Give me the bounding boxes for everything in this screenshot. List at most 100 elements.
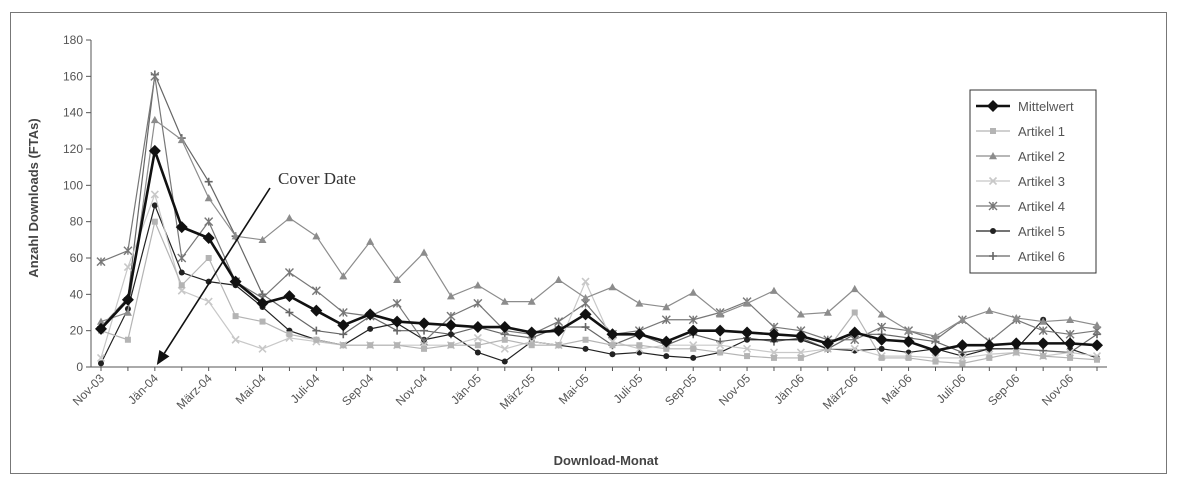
legend-item: Artikel 4 <box>976 199 1065 214</box>
legend-label: Artikel 5 <box>1018 224 1065 239</box>
y-tick-label: 160 <box>63 69 83 83</box>
data-point-mittelwert <box>956 339 969 352</box>
data-point-artikel-3 <box>204 297 213 306</box>
data-point-artikel-6 <box>312 326 321 335</box>
data-point-artikel-5 <box>501 358 508 365</box>
data-point-mittelwert <box>364 308 377 321</box>
data-point-artikel-4 <box>96 257 106 267</box>
legend-label: Artikel 3 <box>1018 174 1065 189</box>
data-point-mittelwert <box>741 326 754 339</box>
data-point-artikel-2 <box>1093 321 1101 329</box>
legend-swatch-marker <box>990 228 996 234</box>
data-point-artikel-3 <box>96 353 106 362</box>
data-point-artikel-2 <box>743 299 752 307</box>
data-point-artikel-1 <box>582 336 589 343</box>
data-point-mittelwert <box>202 232 215 245</box>
data-point-artikel-4 <box>204 217 214 227</box>
legend-swatch-marker <box>990 128 996 134</box>
data-point-artikel-2 <box>393 275 402 283</box>
data-point-artikel-2 <box>258 235 267 244</box>
data-point-artikel-2 <box>931 332 940 340</box>
data-point-artikel-2 <box>581 293 590 302</box>
data-point-mittelwert <box>1064 337 1077 350</box>
legend-item: Artikel 5 <box>976 224 1065 239</box>
data-point-artikel-6 <box>285 308 294 317</box>
y-tick-label: 100 <box>63 178 83 192</box>
cover-date-arrow <box>163 187 271 354</box>
data-point-artikel-1 <box>421 345 428 352</box>
data-point-artikel-3 <box>958 353 967 362</box>
data-point-artikel-5 <box>582 345 589 352</box>
data-point-mittelwert <box>229 275 242 288</box>
legend-label: Artikel 6 <box>1018 249 1065 264</box>
x-tick-label: Nov-06 <box>1039 371 1076 408</box>
legend-item: Artikel 2 <box>976 149 1065 164</box>
data-point-mittelwert <box>606 328 619 341</box>
data-point-artikel-4 <box>473 298 483 308</box>
data-point-mittelwert <box>1010 337 1023 350</box>
data-point-mittelwert <box>660 335 673 348</box>
data-point-artikel-1 <box>232 313 239 320</box>
data-point-artikel-3 <box>258 344 267 353</box>
data-point-artikel-2 <box>1039 317 1048 325</box>
legend-swatch-marker <box>987 100 999 112</box>
x-tick-label: Juli-04 <box>288 371 323 406</box>
data-point-artikel-2 <box>150 115 159 124</box>
data-point-artikel-2 <box>958 315 967 323</box>
data-point-artikel-3 <box>769 348 779 357</box>
data-point-artikel-4 <box>554 317 564 327</box>
data-point-artikel-3 <box>850 344 859 353</box>
data-point-artikel-1 <box>959 360 966 367</box>
data-point-artikel-1 <box>1094 356 1100 363</box>
data-point-artikel-1 <box>501 336 508 343</box>
series-line-artikel-4 <box>100 75 1098 343</box>
x-tick-label: Juli-05 <box>611 371 646 406</box>
data-point-mittelwert <box>418 317 431 330</box>
data-point-artikel-1 <box>932 358 939 365</box>
data-point-artikel-4 <box>311 286 321 296</box>
data-point-mittelwert <box>310 304 323 317</box>
data-point-artikel-2 <box>554 275 563 283</box>
data-point-artikel-1 <box>986 354 993 361</box>
data-point-mittelwert <box>283 290 296 303</box>
data-point-artikel-4 <box>150 71 160 81</box>
x-tick-label: Nov-03 <box>70 371 107 408</box>
data-point-artikel-5 <box>447 331 454 338</box>
data-point-mittelwert <box>902 335 915 348</box>
data-point-artikel-3 <box>796 348 805 357</box>
data-point-artikel-4 <box>661 315 671 325</box>
data-point-artikel-4 <box>688 315 698 325</box>
data-point-mittelwert <box>391 315 404 328</box>
data-point-artikel-1 <box>744 353 751 360</box>
data-point-artikel-2 <box>877 310 886 318</box>
data-point-mittelwert <box>471 321 484 334</box>
data-point-artikel-2 <box>796 310 805 318</box>
series-artikel-6 <box>97 70 1101 357</box>
data-point-artikel-1 <box>124 336 131 343</box>
data-point-artikel-2 <box>769 286 778 294</box>
data-point-mittelwert <box>1037 337 1050 350</box>
x-tick-label: Mai-04 <box>233 371 269 407</box>
data-point-artikel-2 <box>339 272 348 280</box>
y-tick-label: 80 <box>70 215 84 229</box>
data-point-artikel-3 <box>500 344 509 353</box>
series-layer <box>95 70 1103 367</box>
data-point-artikel-1 <box>663 345 670 352</box>
data-point-artikel-1 <box>1067 354 1074 361</box>
data-point-artikel-1 <box>851 309 858 316</box>
legend-swatch-marker <box>988 176 998 186</box>
data-point-artikel-3 <box>716 341 725 350</box>
data-point-artikel-6 <box>393 326 402 335</box>
data-point-artikel-1 <box>367 342 374 349</box>
data-point-artikel-2 <box>1012 313 1021 322</box>
series-artikel-4 <box>96 71 1102 347</box>
data-point-mittelwert <box>1091 339 1103 352</box>
data-point-artikel-2 <box>850 284 859 293</box>
data-point-artikel-1 <box>609 342 616 349</box>
y-axis: 0 20 40 60 80 100 120 140 160 180 <box>63 33 92 374</box>
data-point-mittelwert <box>875 333 888 346</box>
data-point-mittelwert <box>498 321 511 334</box>
y-tick-label: 40 <box>70 287 84 301</box>
data-point-artikel-2 <box>716 310 725 318</box>
data-point-artikel-2 <box>123 308 132 316</box>
